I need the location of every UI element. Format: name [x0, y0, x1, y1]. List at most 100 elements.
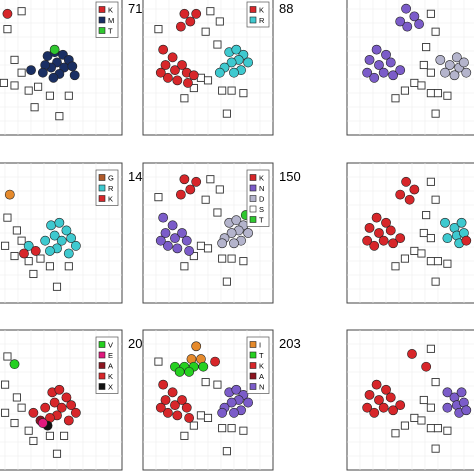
legend-label: R: [259, 16, 265, 25]
data-point: [49, 230, 60, 241]
data-point: [435, 54, 446, 65]
data-point: [402, 21, 413, 32]
data-point: [45, 246, 55, 256]
data-point: [385, 57, 396, 68]
data-square: [1, 241, 10, 250]
data-square: [218, 424, 227, 433]
data-square: [391, 429, 400, 438]
data-square: [218, 86, 227, 95]
data-point: [404, 194, 415, 205]
legend-box: [246, 336, 270, 394]
data-point: [170, 400, 180, 411]
data-square: [213, 380, 222, 389]
data-point: [175, 189, 186, 200]
legend-swatch: [98, 16, 106, 24]
data-point: [160, 228, 171, 238]
legend-swatch: [249, 16, 257, 24]
data-square: [426, 68, 435, 77]
data-square: [201, 27, 210, 36]
data-point: [388, 238, 399, 249]
legend-label: D: [259, 195, 265, 204]
data-square: [1, 408, 10, 417]
data-point: [385, 225, 396, 236]
data-square: [206, 7, 215, 16]
legend-label: R: [108, 184, 114, 193]
data-point: [188, 70, 199, 81]
data-square: [17, 403, 26, 412]
data-square: [154, 193, 163, 202]
legend-label: G: [108, 174, 114, 183]
data-point: [378, 67, 389, 78]
data-square: [12, 226, 21, 235]
data-square: [203, 413, 213, 422]
data-square: [426, 344, 435, 353]
data-square: [431, 195, 440, 204]
data-square: [1, 380, 10, 389]
data-point: [374, 228, 384, 238]
data-point: [155, 235, 166, 246]
data-square: [17, 236, 26, 245]
data-square: [227, 86, 236, 95]
data-square: [60, 431, 69, 440]
data-square: [52, 282, 62, 291]
data-point: [226, 397, 237, 408]
legend-box: [95, 336, 119, 394]
data-point: [177, 60, 187, 70]
data-point: [442, 387, 453, 398]
data-point: [167, 387, 178, 398]
data-point: [170, 65, 180, 76]
data-point: [381, 217, 391, 228]
legend-label: T: [259, 216, 264, 225]
data-point: [167, 220, 178, 231]
data-point: [364, 389, 375, 400]
legend-label: S: [259, 205, 264, 214]
data-square: [213, 40, 222, 49]
data-point: [198, 361, 209, 372]
data-point: [456, 217, 467, 228]
data-point: [40, 235, 51, 246]
data-point: [395, 65, 406, 76]
data-point: [409, 11, 420, 22]
data-point: [175, 21, 186, 32]
data-square: [10, 55, 19, 64]
data-point: [217, 238, 228, 249]
data-point: [374, 60, 384, 70]
data-point: [155, 67, 166, 78]
data-point: [162, 240, 173, 251]
data-point: [381, 49, 391, 60]
data-square: [417, 81, 426, 90]
data-point: [46, 220, 56, 231]
data-point: [388, 70, 399, 81]
data-point: [414, 19, 424, 29]
data-square: [431, 277, 440, 286]
legend-swatch: [249, 362, 257, 369]
legend-swatch: [249, 174, 257, 181]
data-point: [67, 61, 78, 72]
data-square: [417, 249, 426, 258]
data-point: [388, 405, 399, 416]
data-point: [191, 176, 202, 187]
data-point: [158, 212, 169, 223]
data-square: [201, 378, 210, 387]
data-point: [364, 54, 375, 65]
data-square: [180, 94, 189, 103]
data-point: [49, 397, 60, 408]
data-square: [29, 436, 38, 446]
data-point: [226, 228, 237, 238]
data-square: [45, 262, 54, 271]
data-point: [229, 238, 239, 249]
legend-label: X: [108, 383, 113, 392]
data-point: [451, 52, 462, 63]
data-square: [422, 43, 431, 52]
data-square: [17, 7, 26, 16]
data-point: [162, 72, 173, 83]
legend-swatch: [98, 383, 106, 390]
data-square: [227, 254, 236, 263]
data-point: [407, 349, 417, 359]
data-point: [226, 57, 237, 68]
data-square: [29, 269, 38, 279]
data-point: [28, 407, 39, 418]
data-point: [172, 243, 183, 254]
